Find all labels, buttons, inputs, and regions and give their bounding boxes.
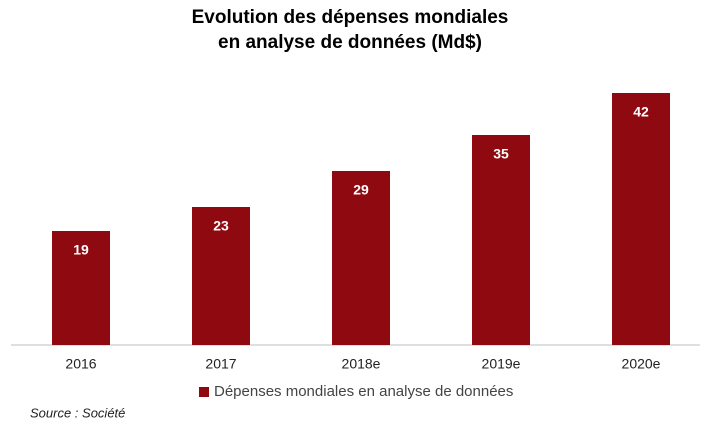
legend-swatch	[199, 387, 209, 397]
x-tick-label: 2019e	[482, 356, 521, 372]
data-label: 23	[213, 218, 229, 234]
source-note: Source : Société	[30, 405, 125, 420]
x-tick-label: 2020e	[622, 356, 661, 372]
x-tick-label: 2017	[205, 356, 236, 372]
data-label: 29	[353, 182, 369, 198]
x-tick-label: 2016	[65, 356, 96, 372]
data-label: 42	[633, 104, 649, 120]
data-label: 19	[73, 242, 89, 258]
bar	[332, 171, 390, 345]
chart-title: Evolution des dépenses mondiales	[192, 7, 509, 28]
chart-title: en analyse de données (Md$)	[218, 32, 482, 53]
bar	[612, 93, 670, 345]
bar	[192, 207, 250, 345]
data-label: 35	[493, 146, 509, 162]
bar	[52, 231, 110, 345]
bar	[472, 135, 530, 345]
legend-label: Dépenses mondiales en analyse de données	[214, 383, 513, 400]
x-tick-label: 2018e	[342, 356, 381, 372]
